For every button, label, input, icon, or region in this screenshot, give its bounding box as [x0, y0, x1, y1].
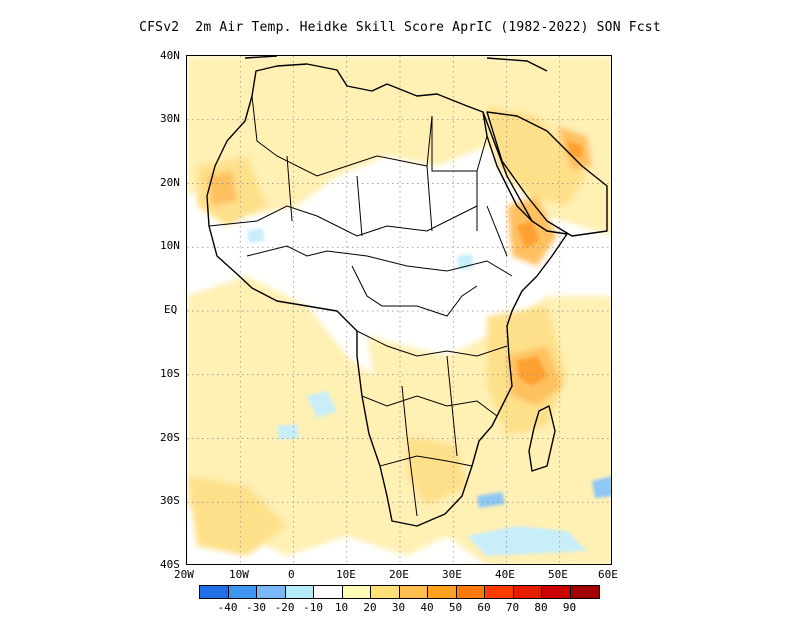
colorbar-segment: [371, 586, 400, 598]
colorbar-segment: [513, 586, 542, 598]
shade-40: [517, 356, 547, 386]
colorbar-segment: [314, 586, 343, 598]
colorbar-segment: [570, 586, 599, 598]
colorbar-tick-label: 30: [391, 601, 406, 614]
colorbar-segment: [485, 586, 514, 598]
colorbar-tick-label: 90: [562, 601, 577, 614]
colorbar-tick-label: 80: [534, 601, 548, 614]
lat-label: 40S: [160, 558, 180, 571]
country-borders: [208, 95, 513, 517]
lon-label: 20E: [389, 568, 409, 581]
lat-label: 30S: [160, 494, 180, 507]
lon-label: 10E: [336, 568, 356, 581]
madagascar: [528, 405, 556, 472]
colorbar-tick-label: 40: [420, 601, 434, 614]
lat-label: 10S: [160, 367, 180, 380]
lat-label: EQ: [164, 303, 178, 316]
skill-hotspots: [517, 141, 582, 386]
shade-neg10: [467, 526, 587, 556]
shade-neg20: [592, 476, 611, 498]
lon-label: 10W: [229, 568, 249, 581]
colorbar-tick-label: 70: [505, 601, 520, 614]
colorbar-tick-label: 60: [477, 601, 491, 614]
shade-40: [567, 141, 582, 158]
iberia-coast: [244, 56, 548, 72]
colorbar-segment: [399, 586, 428, 598]
africa-map: [187, 56, 611, 564]
colorbar-tick-label: -30: [246, 601, 266, 614]
shade-neg20: [477, 492, 505, 508]
lon-label: 60E: [598, 568, 618, 581]
lon-label: 30E: [442, 568, 462, 581]
shade-20: [487, 106, 587, 206]
colorbar-segment: [342, 586, 371, 598]
colorbar-tick-label: 50: [448, 601, 463, 614]
colorbar-tick-label: -40: [217, 601, 238, 614]
map-panel: [186, 55, 612, 565]
shade-20: [407, 436, 467, 506]
shade-neg10: [307, 391, 337, 418]
colorbar-segment: [285, 586, 314, 598]
colorbar-tick-label: -20: [274, 601, 295, 614]
arabia: [486, 111, 608, 237]
lon-label: 20W: [174, 568, 194, 581]
shade-10: [367, 336, 507, 526]
lon-label: 0: [288, 568, 295, 581]
shade-20: [187, 476, 287, 556]
colorbar-segment: [228, 586, 257, 598]
colorbar-tick-label: -10: [303, 601, 323, 614]
lat-label: 20S: [160, 431, 180, 444]
colorbar-tick-label: 20: [363, 601, 377, 614]
chart-title: CFSv2 2m Air Temp. Heidke Skill Score Ap…: [139, 20, 661, 35]
colorbar: [199, 585, 600, 599]
colorbar-tick-label: 10: [334, 601, 349, 614]
colorbar-segment: [257, 586, 286, 598]
colorbar-segment: [456, 586, 485, 598]
lat-label: 40N: [160, 49, 180, 62]
colorbar-segment: [542, 586, 571, 598]
lat-label: 10N: [160, 239, 180, 252]
lat-label: 20N: [160, 176, 180, 189]
colorbar-segment: [428, 586, 457, 598]
shade-neg10: [277, 424, 299, 440]
shade-10: [187, 56, 611, 236]
lon-label: 40E: [495, 568, 515, 581]
shade-neg10: [247, 228, 265, 243]
lat-label: 30N: [160, 112, 180, 125]
coastlines: [206, 56, 608, 527]
lon-label: 50E: [548, 568, 568, 581]
colorbar-segment: [200, 586, 229, 598]
red-sea-west: [482, 111, 533, 222]
shade-40: [517, 221, 539, 248]
graticule: [187, 56, 611, 564]
africa-coast: [206, 63, 568, 527]
shade-30: [207, 171, 237, 206]
